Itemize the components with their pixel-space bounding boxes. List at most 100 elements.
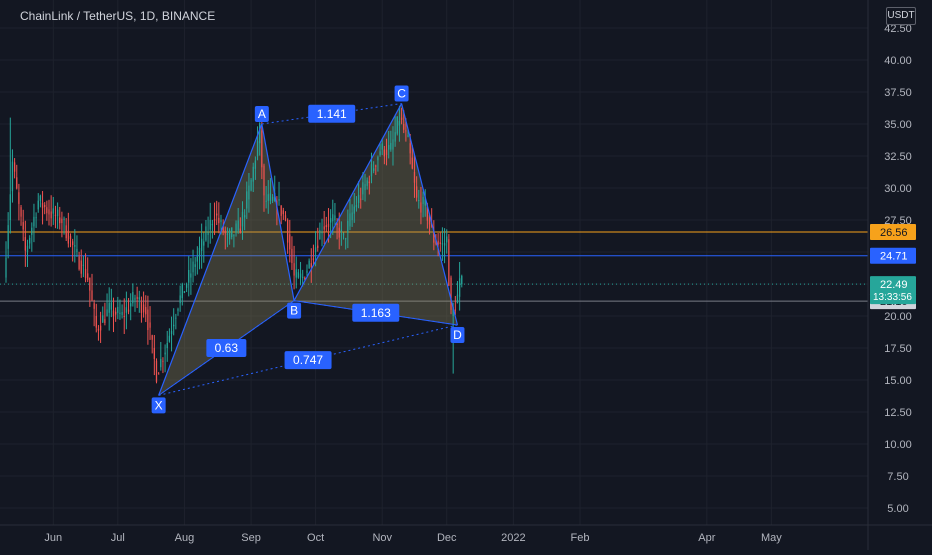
pattern-leg-xa	[158, 123, 263, 396]
candle-body	[63, 218, 65, 220]
candle-body	[340, 229, 343, 232]
candle-body	[119, 312, 121, 314]
candle-body	[136, 296, 138, 299]
candle-body	[295, 269, 297, 278]
ratio-label: 1.163	[361, 306, 391, 320]
candle-body	[286, 220, 289, 243]
candle-body	[170, 331, 173, 334]
candle-body	[222, 226, 224, 232]
candle-body	[319, 230, 321, 240]
candle-body	[405, 130, 407, 132]
ratio-badge	[352, 303, 400, 322]
candle-body	[403, 124, 405, 130]
candle-body	[175, 317, 177, 319]
candle-body	[452, 306, 454, 316]
candle-body	[327, 223, 330, 227]
candle-body	[246, 191, 248, 209]
candle-body	[424, 199, 426, 206]
candle-body	[360, 198, 362, 200]
candle-body	[5, 257, 7, 278]
point-label-b: B	[290, 304, 298, 318]
candle-body	[164, 352, 166, 355]
candle-body	[7, 225, 9, 249]
candle-body	[127, 309, 130, 312]
candle-body	[209, 220, 211, 230]
point-label-d: D	[453, 328, 462, 342]
candle-body	[351, 212, 353, 220]
candle-body	[145, 307, 147, 315]
candle-body	[332, 214, 334, 222]
candle-body	[61, 218, 63, 224]
candle-body	[74, 245, 76, 247]
point-label-x: X	[155, 398, 163, 412]
candle-body	[194, 264, 196, 267]
candle-body	[20, 207, 22, 217]
candle-body	[265, 200, 267, 202]
candle-body	[413, 172, 416, 183]
y-tick-label: 30.00	[884, 183, 912, 195]
candle-body	[188, 270, 190, 283]
candle-body	[99, 325, 102, 331]
candle-body	[72, 241, 74, 246]
candle-body	[31, 227, 33, 235]
point-badge	[151, 397, 166, 414]
candle-body	[461, 275, 463, 285]
candle-body	[250, 179, 252, 191]
candle-body	[211, 224, 214, 226]
candle-body	[153, 348, 155, 359]
x-tick-label: Aug	[175, 532, 195, 544]
candle-body	[190, 273, 192, 278]
candle-body	[259, 123, 261, 144]
candle-body	[84, 269, 87, 279]
y-tick-label: 32.50	[884, 151, 912, 163]
currency-button[interactable]: USDT	[886, 7, 916, 25]
candle-body	[441, 243, 444, 245]
candle-body	[203, 241, 205, 246]
candle-body	[91, 290, 93, 301]
last-price-label: 22.49	[880, 279, 908, 291]
candle-body	[216, 213, 218, 216]
candle-body	[282, 210, 284, 215]
candle-body	[308, 260, 310, 268]
candle-body	[177, 309, 179, 311]
x-tick-label: Oct	[307, 532, 324, 544]
pattern-leg-ab	[261, 123, 295, 301]
point-label-c: C	[397, 87, 406, 101]
candle-body	[218, 217, 220, 224]
candle-body	[342, 233, 345, 236]
last-price-tag	[870, 276, 916, 305]
candle-body	[22, 222, 24, 230]
point-badge	[394, 85, 409, 102]
candle-body	[426, 207, 429, 221]
x-tick-label: May	[761, 532, 782, 544]
candle-body	[67, 230, 69, 244]
candle-body	[299, 273, 302, 278]
candle-body	[415, 186, 418, 198]
y-tick-label: 35.00	[884, 119, 912, 131]
bcd-triangle	[294, 103, 458, 325]
candle-body	[329, 218, 332, 223]
candle-body	[226, 233, 229, 235]
candle-body	[388, 145, 390, 150]
ratio-label: 0.747	[293, 353, 323, 367]
candle-body	[35, 217, 37, 219]
candle-body	[321, 232, 323, 234]
candle-body	[338, 227, 340, 238]
candle-body	[41, 202, 44, 208]
candle-body	[56, 209, 59, 217]
candle-body	[76, 248, 78, 252]
candle-body	[237, 220, 239, 231]
candle-body	[179, 295, 181, 304]
x-tick-label: Jul	[111, 532, 125, 544]
candle-body	[112, 310, 115, 317]
candle-body	[353, 206, 355, 214]
candle-body	[267, 194, 269, 201]
y-tick-label: 20.00	[884, 311, 912, 323]
candle-body	[297, 272, 300, 278]
y-tick-label: 17.50	[884, 343, 912, 355]
candle-body	[50, 211, 52, 219]
candle-body	[304, 277, 306, 280]
candle-body	[123, 316, 125, 317]
